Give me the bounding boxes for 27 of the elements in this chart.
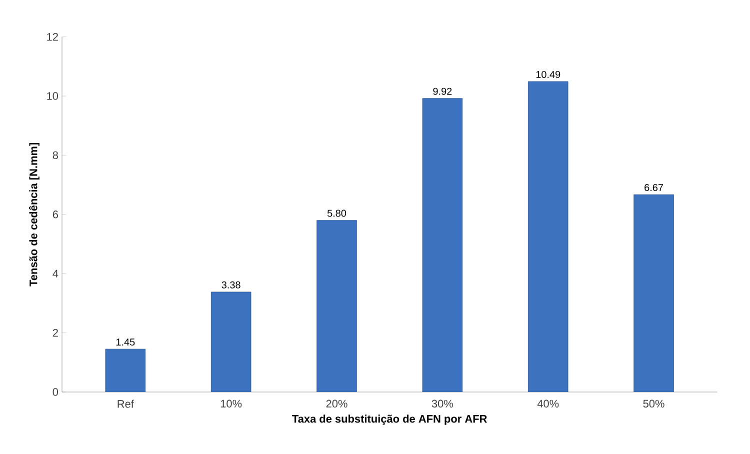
bar [528,81,568,392]
data-label: 6.67 [644,184,663,192]
bar [210,292,252,392]
y-tick-label: 10 [47,92,58,100]
x-tick-label: Ref [118,400,134,408]
data-label: 1.45 [116,338,135,346]
bar [634,194,674,392]
data-label: 5.80 [327,210,346,217]
y-tick-label: 12 [47,33,58,41]
x-tick-label: 30% [432,400,453,408]
bar [316,220,357,392]
x-tick-label: 20% [326,400,348,408]
y-tick-label: 0 [52,388,58,396]
y-tick-label: 2 [52,328,58,337]
x-axis-title: Taxa de substituição de AFN por AFR [292,414,487,425]
data-label: 9.92 [433,88,452,95]
x-tick-label: 40% [537,400,559,408]
data-label: 10.49 [536,70,560,78]
y-tick-label: 6 [52,210,58,218]
x-tick-label: 50% [643,400,664,408]
y-tick-label: 4 [52,270,58,278]
bar [105,348,146,392]
bar [422,98,463,392]
y-tick-label: 8 [52,151,58,160]
data-label: 3.38 [222,281,240,288]
y-axis-title: Tensão de cedência [N.mm] [29,142,40,286]
x-tick-label: 10% [220,400,242,408]
